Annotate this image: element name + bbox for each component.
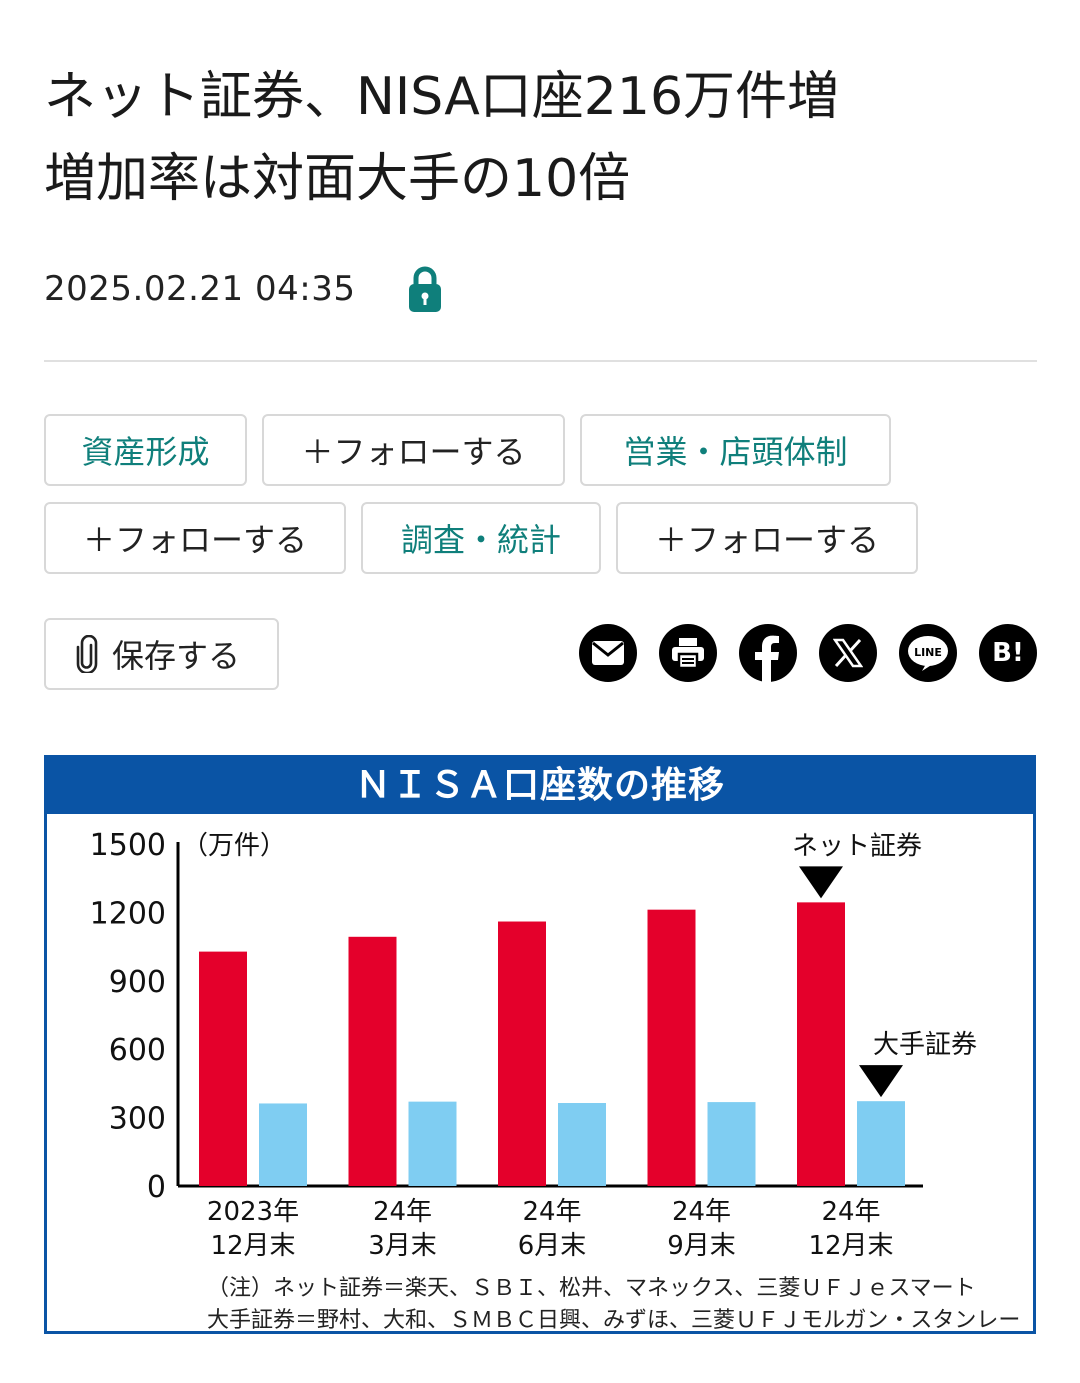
bar-net [498,921,546,1186]
tag-topic-asset[interactable]: 資産形成 [44,414,247,486]
hatena-label: B! [992,638,1024,668]
bar-major [857,1101,905,1186]
bar-major [558,1103,606,1186]
bar-net [199,951,247,1186]
article-title: ネット証券、NISA口座216万件増 増加率は対面大手の10倍 [44,56,1044,220]
line-icon-label: LINE [914,646,942,659]
bar-major [408,1101,457,1186]
lock-icon [407,264,443,314]
x-tick-label: 6月末 [518,1231,587,1261]
save-label: 保存する [112,637,241,675]
follow-button-asset[interactable]: ＋フォローする [262,414,565,486]
y-axis-unit: （万件） [182,831,286,861]
y-tick-label: 0 [147,1170,166,1205]
x-tick-label: 9月末 [667,1231,736,1261]
article-meta: 2025.02.21 04:35 [44,264,443,314]
bar-net [797,902,845,1186]
x-tick-label: 24年 [522,1197,581,1227]
follow-button-sales[interactable]: ＋フォローする [44,502,346,574]
mail-icon[interactable] [579,624,637,682]
chart-title: ＮＩＳＡ口座数の推移 [47,758,1033,814]
x-tick-label: 24年 [672,1197,731,1227]
x-tick-label: 12月末 [808,1231,893,1261]
divider [44,360,1037,362]
series-pointer [859,1065,903,1098]
y-tick-label: 300 [109,1102,166,1137]
paperclip-icon [76,634,98,675]
chart-figure: ＮＩＳＡ口座数の推移 1500 1200 900 600 300 0 （万件） 2023年 12… [44,755,1036,1334]
series-label: 大手証券 [873,1030,977,1060]
print-icon[interactable] [659,624,717,682]
follow-button-survey[interactable]: ＋フォローする [616,502,918,574]
nisa-bar-chart: 1500 1200 900 600 300 0 （万件） 2023年 12月末 24年 3月末 24年… [90,828,977,1261]
facebook-icon[interactable] [739,624,797,682]
title-line-1: ネット証券、NISA口座216万件増 [44,67,840,127]
x-tick-label: 3月末 [368,1231,437,1261]
y-tick-label: 900 [109,965,166,1000]
publish-date: 2025.02.21 04:35 [44,269,356,309]
bar-major [707,1102,756,1186]
y-tick-label: 1500 [90,828,166,863]
x-tick-label: 24年 [373,1197,432,1227]
chart-note-2: 大手証券＝野村、大和、ＳＭＢＣ日興、みずほ、三菱ＵＦＪモルガン・スタンレー [207,1308,1021,1333]
y-tick-label: 600 [109,1033,166,1068]
tag-topic-sales[interactable]: 営業・店頭体制 [580,414,891,486]
x-tick-label: 12月末 [210,1231,295,1261]
x-tick-label: 24年 [821,1197,880,1227]
hatena-bookmark-icon[interactable]: B! [979,624,1037,682]
bar-net [348,936,397,1186]
tag-topic-survey[interactable]: 調査・統計 [361,502,601,574]
chart-note-1: （注）ネット証券＝楽天、ＳＢＩ、松井、マネックス、三菱ＵＦＪｅスマート [207,1276,976,1301]
series-pointer [799,866,843,899]
y-tick-label: 1200 [90,896,166,931]
title-line-2: 増加率は対面大手の10倍 [44,149,631,209]
save-button[interactable]: 保存する [44,618,279,690]
series-label: ネット証券 [792,831,922,861]
bar-major [259,1103,307,1186]
x-tick-label: 2023年 [207,1197,299,1227]
line-icon[interactable]: LINE [899,624,957,682]
bar-net [647,909,696,1186]
x-icon[interactable] [819,624,877,682]
